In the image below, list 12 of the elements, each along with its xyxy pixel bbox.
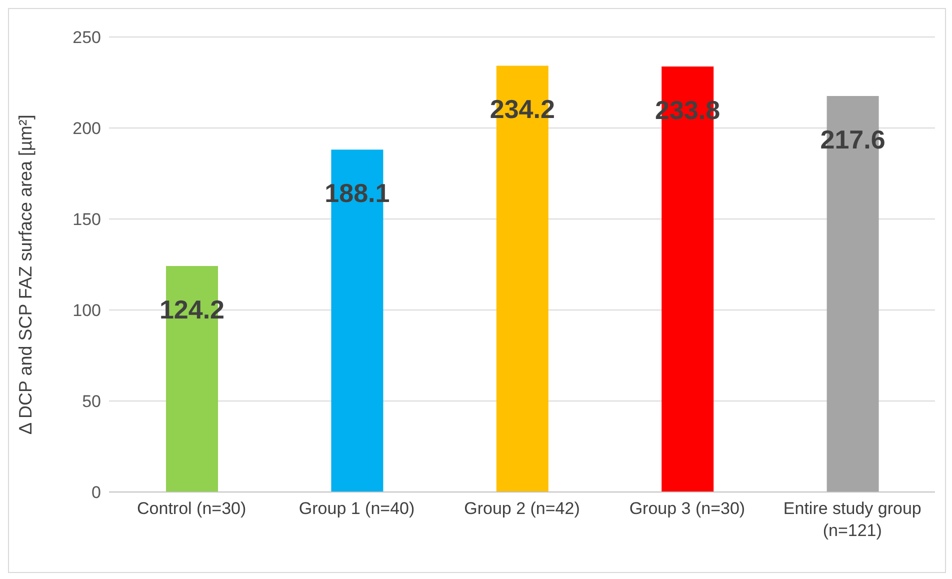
x-tick-label: Entire study group (n=121) xyxy=(783,499,922,540)
y-tick-label: 200 xyxy=(72,119,101,138)
y-tick-label: 0 xyxy=(92,483,101,502)
x-tick-label: Group 3 (n=30) xyxy=(629,499,746,518)
x-tick-label: Group 2 (n=42) xyxy=(464,499,580,518)
y-tick-label: 50 xyxy=(82,392,101,412)
y-tick-label: 150 xyxy=(72,210,101,230)
y-axis-title: Δ DCP and SCP FAZ surface area [µm²] xyxy=(15,114,36,434)
y-tick-label: 250 xyxy=(72,28,101,48)
y-tick-label: 100 xyxy=(72,301,101,320)
x-tick-label: Control (n=30) xyxy=(137,499,246,518)
x-tick-label: Group 1 (n=40) xyxy=(298,499,415,518)
